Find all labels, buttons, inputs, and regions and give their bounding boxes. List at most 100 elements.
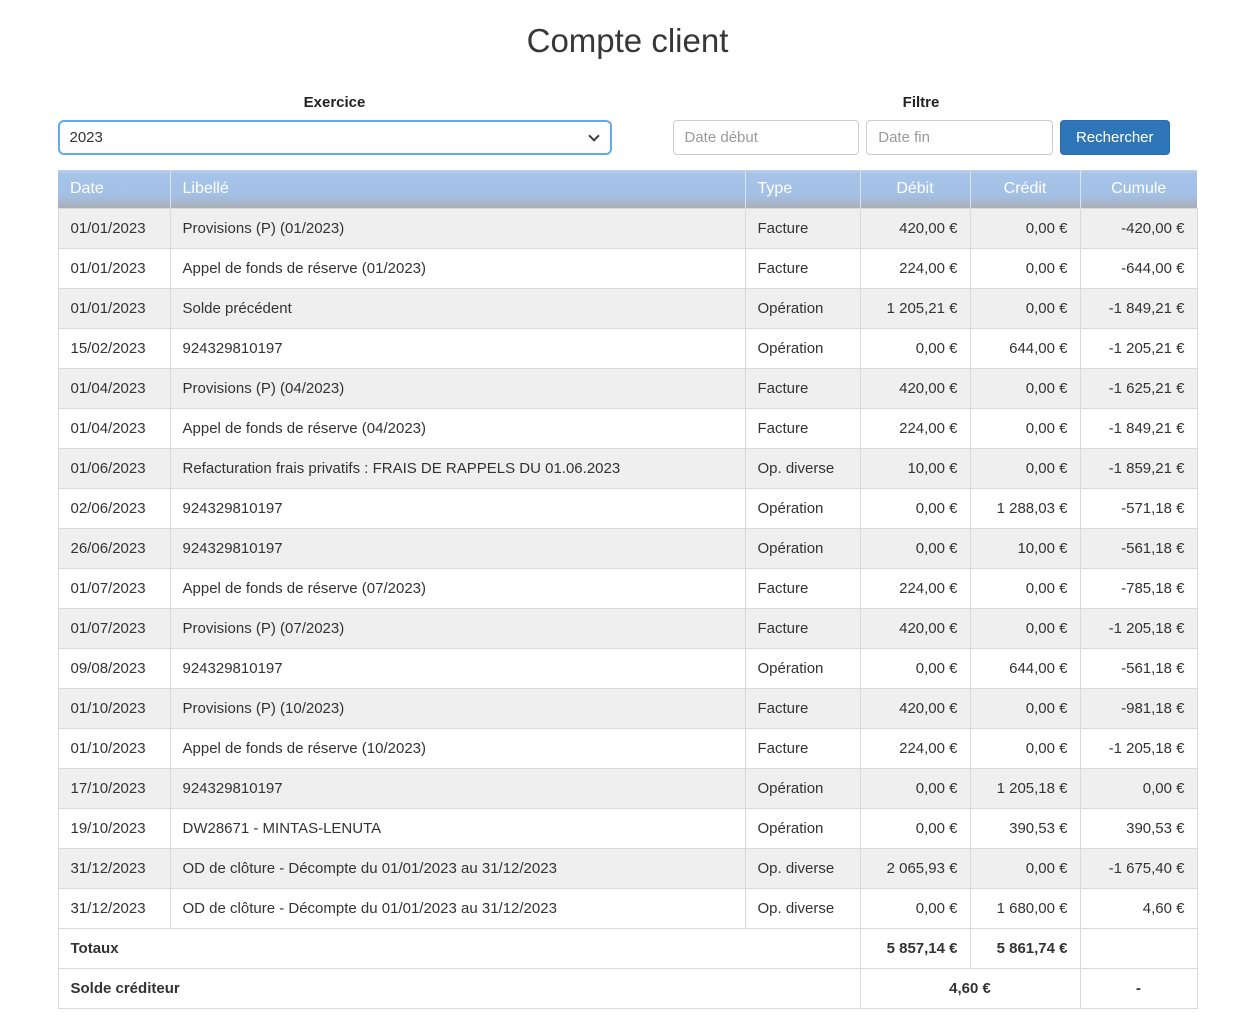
- cell-type: Facture: [744, 407, 861, 449]
- cell-debit: 2 065,93 €: [859, 847, 971, 889]
- cell-libelle: DW28671 - MINTAS-LENUTA: [169, 807, 746, 849]
- cell-debit: 224,00 €: [859, 247, 971, 289]
- cell-debit: 224,00 €: [859, 567, 971, 609]
- table-row: 15/02/2023 924329810197 Opération 0,00 €…: [57, 327, 1198, 369]
- exercice-label: Exercice: [303, 94, 366, 111]
- cell-date: 15/02/2023: [57, 327, 171, 369]
- cell-cumule: 4,60 €: [1079, 887, 1198, 929]
- cell-type: Facture: [744, 687, 861, 729]
- cell-debit: 0,00 €: [859, 887, 971, 929]
- cell-date: 01/07/2023: [57, 567, 171, 609]
- cell-cumule: -1 205,21 €: [1079, 327, 1198, 369]
- cell-libelle: OD de clôture - Décompte du 01/01/2023 a…: [169, 887, 746, 929]
- cell-debit: 420,00 €: [859, 207, 971, 249]
- cell-libelle: 924329810197: [169, 647, 746, 689]
- cell-date: 26/06/2023: [57, 527, 171, 569]
- cell-cumule: -1 675,40 €: [1079, 847, 1198, 889]
- cell-libelle: 924329810197: [169, 327, 746, 369]
- cell-cumule: -1 859,21 €: [1079, 447, 1198, 489]
- cell-credit: 1 288,03 €: [969, 487, 1081, 529]
- cell-date: 02/06/2023: [57, 487, 171, 529]
- cell-credit: 0,00 €: [969, 727, 1081, 769]
- cell-credit: 10,00 €: [969, 527, 1081, 569]
- table-row: 09/08/2023 924329810197 Opération 0,00 €…: [57, 647, 1198, 689]
- totals-credit: 5 861,74 €: [969, 927, 1081, 969]
- filter-bar: Exercice 2023 Filtre Rechercher: [57, 94, 1198, 155]
- cell-credit: 1 680,00 €: [969, 887, 1081, 929]
- cell-libelle: Appel de fonds de réserve (01/2023): [169, 247, 746, 289]
- filtre-group: Filtre Rechercher: [672, 94, 1170, 155]
- table-row: 02/06/2023 924329810197 Opération 0,00 €…: [57, 487, 1198, 529]
- cell-debit: 0,00 €: [859, 647, 971, 689]
- table-row: 26/06/2023 924329810197 Opération 0,00 €…: [57, 527, 1198, 569]
- cell-cumule: -1 205,18 €: [1079, 727, 1198, 769]
- cell-debit: 10,00 €: [859, 447, 971, 489]
- table-header: Date Libellé Type Débit Crédit Cumule: [58, 170, 1197, 208]
- rechercher-button[interactable]: Rechercher: [1059, 120, 1170, 155]
- cell-type: Opération: [744, 327, 861, 369]
- cell-date: 31/12/2023: [57, 847, 171, 889]
- cell-date: 01/07/2023: [57, 607, 171, 649]
- table-row: 01/10/2023 Provisions (P) (10/2023) Fact…: [57, 687, 1198, 729]
- date-fin-input[interactable]: [866, 120, 1053, 155]
- cell-date: 01/06/2023: [57, 447, 171, 489]
- cell-cumule: -1 205,18 €: [1079, 607, 1198, 649]
- table-row: 01/07/2023 Appel de fonds de réserve (07…: [57, 567, 1198, 609]
- cell-date: 01/01/2023: [57, 247, 171, 289]
- cell-libelle: Provisions (P) (07/2023): [169, 607, 746, 649]
- table-row: 01/01/2023 Appel de fonds de réserve (01…: [57, 247, 1198, 289]
- cell-type: Facture: [744, 367, 861, 409]
- table-row: 01/10/2023 Appel de fonds de réserve (10…: [57, 727, 1198, 769]
- cell-date: 31/12/2023: [57, 887, 171, 929]
- cell-debit: 0,00 €: [859, 487, 971, 529]
- table-row: 01/01/2023 Solde précédent Opération 1 2…: [57, 287, 1198, 329]
- cell-credit: 0,00 €: [969, 847, 1081, 889]
- cell-date: 01/10/2023: [57, 727, 171, 769]
- cell-type: Opération: [744, 527, 861, 569]
- cell-type: Facture: [744, 567, 861, 609]
- cell-cumule: -981,18 €: [1079, 687, 1198, 729]
- cell-cumule: -644,00 €: [1079, 247, 1198, 289]
- cell-cumule: 0,00 €: [1079, 767, 1198, 809]
- solde-value: 4,60 €: [859, 967, 1081, 1009]
- cell-libelle: Appel de fonds de réserve (07/2023): [169, 567, 746, 609]
- cell-date: 17/10/2023: [57, 767, 171, 809]
- cell-credit: 644,00 €: [969, 647, 1081, 689]
- table-row: 31/12/2023 OD de clôture - Décompte du 0…: [57, 847, 1198, 889]
- header-credit: Crédit: [970, 170, 1081, 208]
- cell-type: Opération: [744, 767, 861, 809]
- cell-libelle: Provisions (P) (04/2023): [169, 367, 746, 409]
- cell-type: Opération: [744, 287, 861, 329]
- table-row: 01/04/2023 Provisions (P) (04/2023) Fact…: [57, 367, 1198, 409]
- header-debit: Débit: [860, 170, 971, 208]
- cell-type: Facture: [744, 247, 861, 289]
- cell-credit: 390,53 €: [969, 807, 1081, 849]
- cell-libelle: Provisions (P) (01/2023): [169, 207, 746, 249]
- cell-credit: 0,00 €: [969, 367, 1081, 409]
- cell-credit: 0,00 €: [969, 447, 1081, 489]
- header-date: Date: [58, 170, 171, 208]
- cell-debit: 0,00 €: [859, 327, 971, 369]
- exercice-select-wrap: 2023: [57, 120, 612, 155]
- date-debut-input[interactable]: [672, 120, 860, 155]
- cell-debit: 0,00 €: [859, 767, 971, 809]
- cell-type: Facture: [744, 607, 861, 649]
- cell-debit: 420,00 €: [859, 687, 971, 729]
- cell-debit: 1 205,21 €: [859, 287, 971, 329]
- exercice-select[interactable]: 2023: [57, 120, 612, 155]
- table-row: 01/01/2023 Provisions (P) (01/2023) Fact…: [57, 207, 1198, 249]
- cell-date: 01/01/2023: [57, 287, 171, 329]
- cell-debit: 224,00 €: [859, 727, 971, 769]
- exercice-group: Exercice 2023: [57, 94, 612, 155]
- totals-row: Totaux 5 857,14 € 5 861,74 €: [57, 927, 1198, 969]
- cell-debit: 224,00 €: [859, 407, 971, 449]
- totals-label: Totaux: [57, 927, 861, 969]
- cell-type: Facture: [744, 727, 861, 769]
- cell-type: Op. diverse: [744, 847, 861, 889]
- cell-type: Opération: [744, 487, 861, 529]
- totals-debit: 5 857,14 €: [859, 927, 971, 969]
- table-row: 01/07/2023 Provisions (P) (07/2023) Fact…: [57, 607, 1198, 649]
- table-row: 19/10/2023 DW28671 - MINTAS-LENUTA Opéra…: [57, 807, 1198, 849]
- header-cumule: Cumule: [1080, 170, 1197, 208]
- cell-credit: 0,00 €: [969, 567, 1081, 609]
